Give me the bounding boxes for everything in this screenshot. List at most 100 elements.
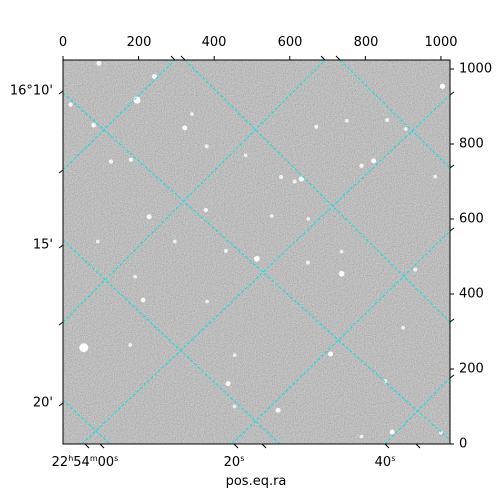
grid-line bbox=[81, 94, 450, 444]
axis-ticks bbox=[58, 55, 455, 449]
star-point bbox=[339, 249, 344, 254]
dec-tick-label: 15' bbox=[32, 237, 53, 253]
ra-tick-mark bbox=[384, 443, 390, 449]
star-point bbox=[108, 159, 114, 164]
grid-line bbox=[63, 92, 450, 441]
star-point bbox=[225, 381, 231, 387]
star-point bbox=[128, 343, 133, 347]
star-point bbox=[205, 299, 209, 304]
right-world-tick-mark bbox=[449, 227, 455, 232]
star-point bbox=[338, 270, 345, 277]
grid-line bbox=[231, 230, 450, 444]
star-point bbox=[146, 214, 152, 220]
star-point bbox=[151, 74, 157, 79]
top-tick-label: 200 bbox=[126, 35, 152, 50]
star-point bbox=[359, 163, 364, 168]
star-point bbox=[439, 430, 443, 435]
grid-line bbox=[63, 399, 111, 444]
top-world-tick-mark bbox=[180, 55, 186, 61]
ra-tick-label: 20s bbox=[223, 454, 245, 470]
star-point bbox=[133, 274, 138, 279]
grid-line bbox=[63, 60, 176, 171]
star-point bbox=[204, 144, 209, 149]
right-tick-label: 400 bbox=[459, 286, 484, 302]
dec-tick-label: 16°10' bbox=[9, 83, 53, 99]
top-tick-label: 400 bbox=[201, 35, 227, 50]
grid-line bbox=[184, 60, 450, 323]
star-point bbox=[96, 60, 102, 66]
grid-line bbox=[384, 377, 450, 444]
star-point bbox=[359, 434, 364, 439]
star-point bbox=[389, 429, 395, 435]
star-point bbox=[68, 102, 73, 107]
right-world-tick-mark bbox=[449, 164, 455, 169]
ra-tick-mark bbox=[84, 443, 90, 449]
star-point bbox=[314, 124, 319, 129]
right-tick-label: 0 bbox=[459, 436, 468, 452]
dec-tick-mark bbox=[58, 90, 64, 95]
right-world-tick-mark bbox=[449, 374, 455, 379]
dec-tick-label: 20' bbox=[32, 395, 53, 411]
star-point bbox=[383, 379, 388, 383]
ra-tick-label: 22h54m00s bbox=[51, 454, 119, 470]
grid-line bbox=[63, 60, 326, 323]
star-point bbox=[275, 407, 281, 413]
ra-tick-mark bbox=[261, 443, 267, 449]
star-point bbox=[173, 239, 177, 244]
top-world-tick-mark bbox=[170, 55, 176, 61]
star-point bbox=[190, 112, 194, 116]
x-axis-label: pos.eq.ra bbox=[225, 474, 287, 489]
star-point bbox=[243, 153, 248, 158]
star-point bbox=[182, 125, 188, 131]
star-point bbox=[95, 239, 100, 244]
star-point bbox=[203, 207, 209, 213]
star-point bbox=[128, 157, 134, 162]
star-point bbox=[91, 122, 96, 128]
top-world-tick-mark bbox=[335, 55, 341, 61]
star-point bbox=[413, 267, 418, 272]
star-point bbox=[254, 255, 260, 262]
star-point bbox=[298, 176, 305, 182]
right-world-tick-mark bbox=[449, 318, 455, 323]
dec-tick-mark bbox=[58, 244, 64, 249]
right-tick-label: 800 bbox=[459, 136, 484, 152]
dec-tick-mark bbox=[58, 169, 64, 174]
dec-tick-mark bbox=[58, 402, 64, 407]
right-tick-label: 200 bbox=[459, 361, 484, 377]
star-point bbox=[385, 117, 390, 123]
dec-tick-mark bbox=[58, 321, 64, 326]
star-point bbox=[344, 118, 349, 123]
ra-tick-mark bbox=[415, 443, 421, 449]
grid-line bbox=[339, 60, 450, 169]
top-tick-label: 600 bbox=[277, 35, 303, 50]
ra-tick-mark bbox=[233, 443, 239, 449]
star-point bbox=[371, 158, 377, 164]
star-point bbox=[328, 351, 334, 357]
plot-frame bbox=[62, 59, 451, 445]
stars-layer bbox=[68, 60, 446, 439]
star-point bbox=[433, 174, 438, 179]
ra-tick-mark bbox=[99, 443, 105, 449]
right-tick-label: 600 bbox=[459, 211, 484, 227]
star-point bbox=[140, 297, 146, 303]
right-tick-label: 1000 bbox=[459, 61, 493, 77]
top-tick-label: 1000 bbox=[424, 35, 458, 50]
sky-image bbox=[63, 60, 450, 444]
star-point bbox=[439, 83, 446, 89]
star-point bbox=[306, 217, 311, 221]
star-point bbox=[232, 404, 237, 409]
star-point bbox=[79, 343, 89, 353]
top-tick-label: 0 bbox=[58, 35, 68, 50]
star-point bbox=[269, 214, 274, 218]
star-point bbox=[401, 325, 405, 330]
top-tick-label: 800 bbox=[353, 35, 379, 50]
coordinate-grid bbox=[63, 60, 450, 444]
ra-tick-label: 40s bbox=[374, 454, 396, 470]
star-point bbox=[279, 174, 284, 180]
star-point bbox=[305, 260, 310, 265]
star-point bbox=[232, 353, 237, 357]
top-world-tick-mark bbox=[320, 55, 326, 61]
star-point bbox=[223, 248, 228, 253]
